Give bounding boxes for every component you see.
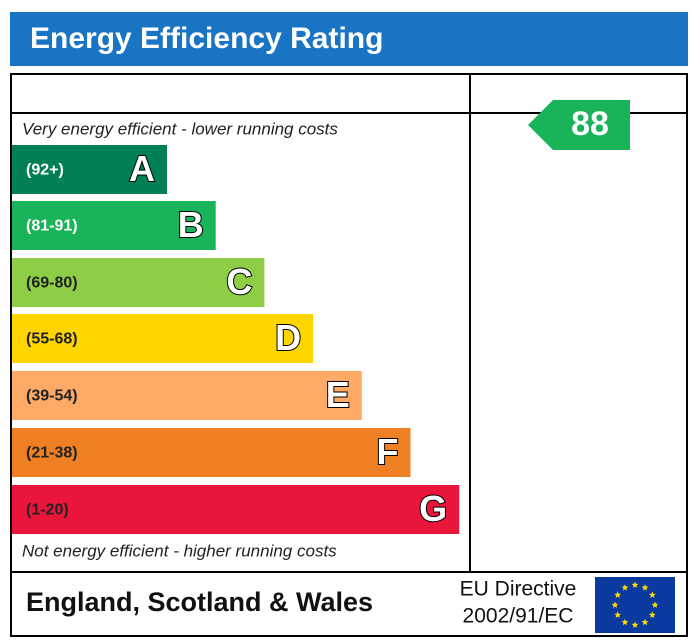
band-range: (81-91)	[26, 218, 78, 235]
band-bar	[12, 201, 216, 250]
title: Energy Efficiency Rating	[30, 22, 383, 55]
band-letter: E	[326, 374, 350, 415]
eu-star	[621, 584, 629, 591]
band-range: (69-80)	[26, 275, 78, 292]
eu-star	[611, 601, 619, 608]
top-note: Very energy efficient - lower running co…	[22, 119, 338, 138]
band-bar	[12, 258, 265, 307]
band-bar	[12, 371, 362, 420]
directive: 2002/91/EC	[463, 605, 574, 628]
rating-value: 88	[571, 105, 609, 143]
eu-star	[631, 621, 639, 628]
band-letter: D	[275, 317, 301, 358]
eu-star	[631, 581, 639, 588]
title-bar	[10, 12, 688, 66]
directive: EU Directive	[460, 578, 577, 601]
band-letter: F	[377, 431, 399, 472]
eu-star	[641, 584, 649, 591]
eu-star	[614, 591, 622, 598]
footer-region: England, Scotland & Wales	[26, 587, 373, 617]
rating-arrow	[528, 100, 630, 150]
band-range: (1-20)	[26, 502, 69, 519]
footer-frame	[10, 571, 688, 637]
eu-star	[648, 591, 656, 598]
eu-star	[621, 618, 629, 626]
bottom-note: Not energy efficient - higher running co…	[22, 541, 337, 560]
band-bar	[12, 314, 314, 363]
eu-star	[651, 601, 659, 608]
band-letter: B	[178, 204, 204, 245]
eu-star	[648, 611, 656, 618]
band-bar	[12, 485, 460, 534]
band-range: (55-68)	[26, 331, 78, 348]
band-range: (21-38)	[26, 445, 78, 462]
band-letter: A	[129, 148, 155, 189]
band-letter: C	[226, 261, 252, 302]
eu-star	[641, 618, 649, 626]
band-range: (92+)	[26, 162, 64, 179]
band-bar	[12, 428, 411, 477]
band-range: (39-54)	[26, 388, 78, 405]
band-bar	[12, 145, 167, 194]
eu-stars	[611, 581, 659, 628]
band-letter: G	[419, 488, 447, 529]
eu-star	[614, 611, 622, 618]
